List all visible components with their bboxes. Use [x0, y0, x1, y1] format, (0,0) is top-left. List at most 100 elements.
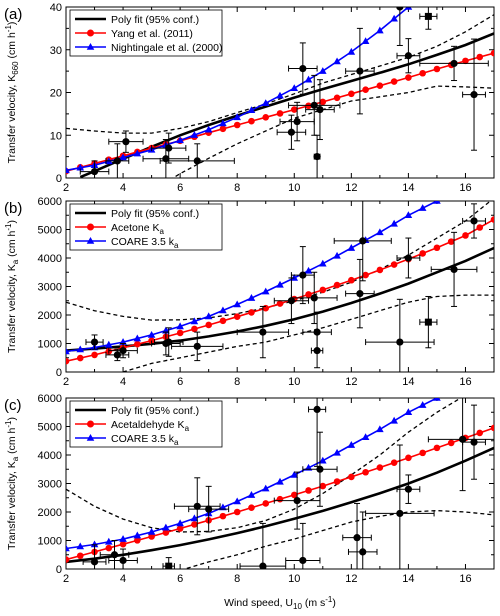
series-marker — [433, 201, 441, 204]
data-point — [313, 405, 321, 413]
label-part: 10 — [293, 602, 302, 611]
plot-area — [66, 398, 494, 569]
series-marker — [404, 408, 413, 416]
series-marker — [76, 345, 85, 353]
series-marker — [462, 232, 469, 239]
series-marker — [376, 228, 384, 236]
series-marker — [219, 512, 227, 520]
legend-label: Poly fit (95% conf.) — [111, 14, 199, 26]
chart-panel-3: 2 4 6 8 10 12 14 16 0 1000 2000 3000 4000 5000 6000 (c)… — [4, 393, 495, 585]
series-marker — [476, 224, 484, 231]
series-marker — [190, 514, 199, 522]
series-marker — [348, 90, 355, 98]
series-marker — [390, 78, 398, 85]
label-part: Transfer velocity, K — [6, 75, 18, 164]
x-tick-label: 16 — [459, 376, 471, 388]
legend-label: Yang et al. (2011) — [111, 28, 193, 40]
series-marker — [190, 131, 199, 138]
series-marker — [176, 136, 184, 144]
y-tick-label: 0 — [56, 367, 62, 379]
y-tick-label: 4000 — [38, 253, 62, 265]
label-part: ) — [6, 22, 18, 26]
data-point — [287, 128, 296, 136]
x-tick-label: 4 — [120, 376, 126, 388]
series-marker — [233, 300, 241, 308]
y-tick-label: 1000 — [38, 339, 62, 351]
series-marker — [433, 65, 441, 73]
data-point — [316, 106, 324, 114]
y-axis-label: Transfer velocity, Ka (cm h-1) — [4, 417, 20, 550]
label-part: Poly fit (95% conf.) — [111, 208, 199, 220]
data-point — [90, 338, 99, 346]
series-marker — [233, 313, 241, 321]
data-point — [424, 12, 432, 20]
series-marker — [147, 330, 156, 338]
data-point — [193, 502, 201, 510]
data-point — [205, 505, 213, 513]
data-point — [310, 294, 318, 302]
series-marker — [204, 312, 213, 320]
data-point — [119, 556, 127, 565]
y-tick-label: 2000 — [38, 310, 62, 322]
series-marker — [319, 259, 327, 267]
series-marker — [105, 544, 113, 552]
label-part: Transfer velocity, K — [6, 461, 18, 550]
label-part: a — [174, 241, 179, 250]
series-marker — [191, 325, 198, 333]
label-part: Wind speed, U — [224, 597, 293, 609]
label-part: COARE 3.5 k — [111, 433, 175, 445]
series-marker — [390, 261, 398, 268]
series-marker — [262, 304, 270, 312]
data-point — [313, 153, 321, 161]
series-marker — [247, 491, 256, 498]
y-tick-label: 5000 — [38, 422, 62, 434]
y-tick-label: 6000 — [38, 196, 62, 208]
series-marker — [76, 542, 85, 550]
series-marker — [390, 416, 398, 424]
series-marker — [404, 7, 413, 10]
series-marker — [419, 69, 426, 77]
series-marker — [176, 322, 184, 330]
series-marker — [319, 482, 327, 490]
series-marker — [162, 523, 170, 531]
series-marker — [433, 444, 441, 452]
panel-label: (b) — [4, 200, 22, 217]
legend-marker — [86, 434, 95, 441]
x-tick-label: 14 — [402, 573, 414, 585]
series-marker — [119, 540, 127, 548]
data-point — [310, 101, 318, 109]
series-marker — [205, 321, 212, 329]
series-marker — [347, 244, 356, 251]
data-point — [404, 52, 412, 60]
x-tick-label: 16 — [459, 573, 471, 585]
x-tick-label: 12 — [345, 573, 357, 585]
data-point — [113, 157, 121, 165]
series-marker — [133, 334, 142, 342]
label-part: -1 — [4, 223, 13, 231]
series-marker — [191, 521, 198, 528]
data-point — [353, 534, 361, 542]
label-part: (cm h — [6, 230, 18, 259]
y-tick-label: 6000 — [38, 393, 62, 405]
series-marker — [176, 329, 184, 337]
series-marker — [248, 504, 255, 512]
series-marker — [376, 82, 384, 89]
series-marker — [433, 398, 441, 401]
legend-label: COARE 3.5 ka — [111, 433, 179, 447]
data-point — [299, 556, 307, 565]
series-marker — [490, 424, 494, 432]
x-tick-label: 6 — [177, 376, 183, 388]
series-marker — [362, 468, 369, 476]
x-tick-label: 10 — [288, 376, 300, 388]
series-marker — [347, 441, 356, 448]
label-part: Acetaldehyde K — [111, 419, 185, 431]
label-part: Poly fit (95% conf.) — [111, 405, 199, 417]
label-part: COARE 3.5 k — [111, 236, 175, 248]
series-marker — [261, 99, 270, 106]
x-tick-label: 14 — [402, 376, 414, 388]
label-part: Nightingale et al. (2000) — [111, 42, 223, 54]
data-point — [396, 338, 404, 346]
series-marker — [66, 347, 70, 355]
series-marker — [290, 491, 298, 499]
series-marker — [376, 266, 384, 274]
